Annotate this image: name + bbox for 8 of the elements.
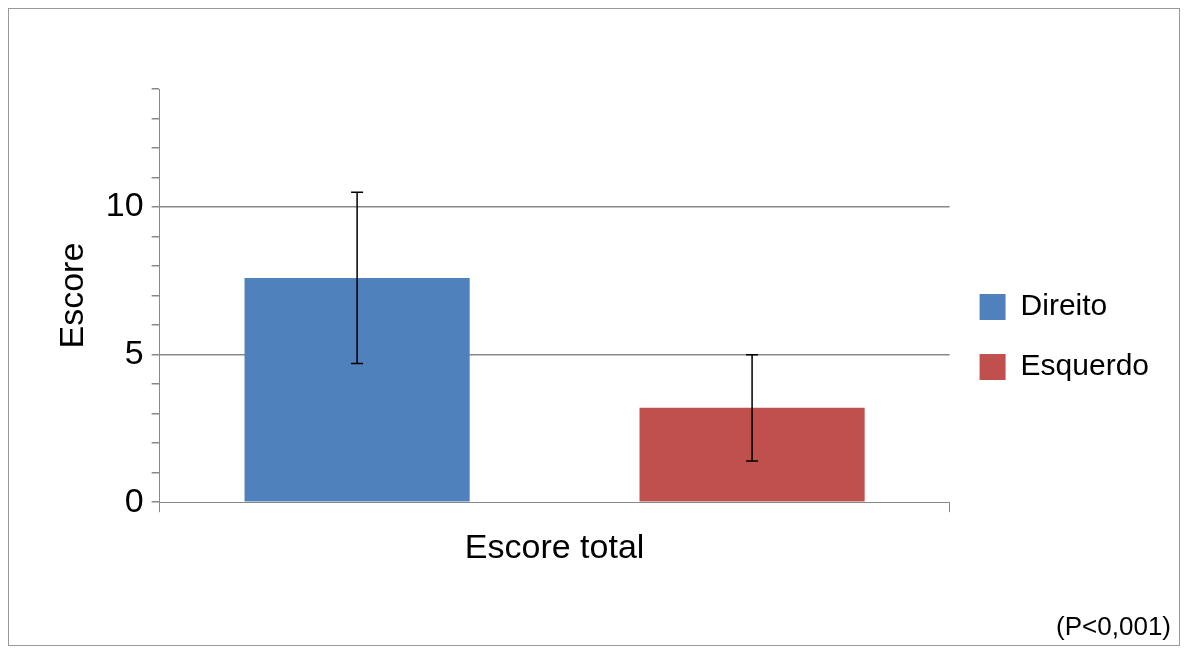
text: (P<0,001) bbox=[1056, 611, 1171, 642]
y-tick-label: 0 bbox=[124, 480, 144, 519]
y-tick-label: 10 bbox=[105, 185, 144, 224]
y-axis-title: Escore bbox=[51, 242, 90, 349]
x-tick-label: Escore total bbox=[464, 526, 645, 565]
y-tick-label: 5 bbox=[124, 333, 144, 371]
legend-label: Esquerdo bbox=[1020, 348, 1150, 382]
legend-label: Direito bbox=[1020, 288, 1108, 322]
